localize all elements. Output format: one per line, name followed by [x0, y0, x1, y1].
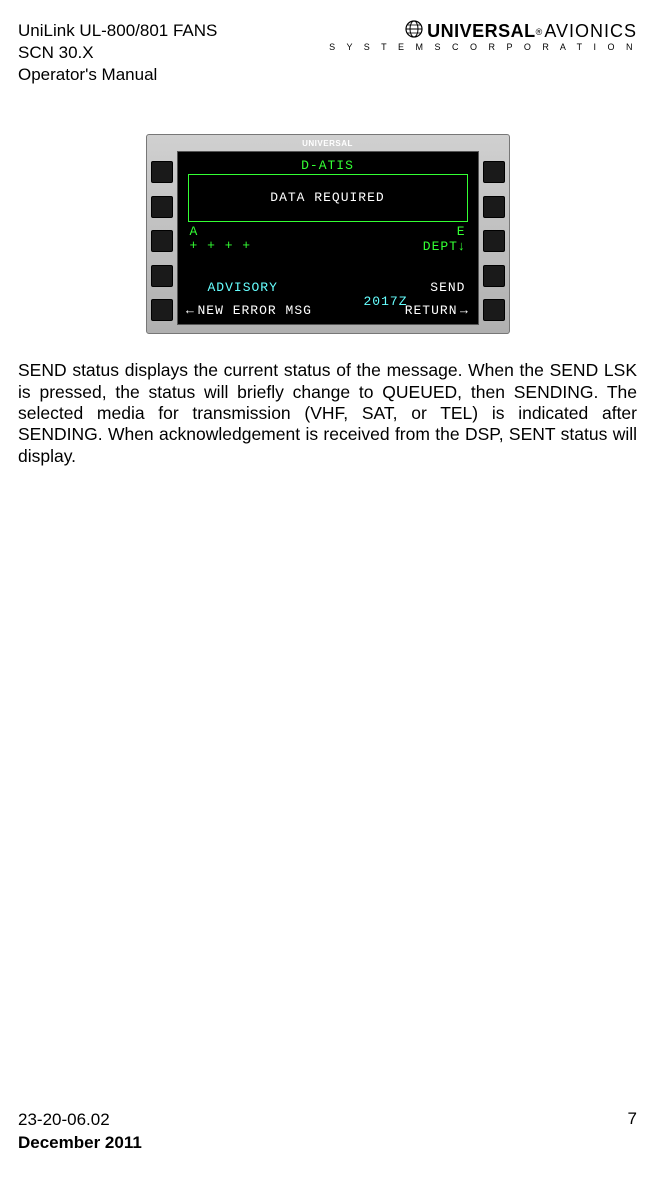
- footer-page-number: 7: [628, 1109, 637, 1155]
- body-paragraph: SEND status displays the current status …: [18, 360, 637, 467]
- send-label: SEND: [166, 280, 466, 295]
- screen-title: D-ATIS: [178, 158, 478, 173]
- header-left: UniLink UL-800/801 FANS SCN 30.X Operato…: [18, 20, 217, 86]
- logo-brand: UNIVERSAL: [427, 21, 536, 42]
- dept-label: DEPT↓: [166, 238, 466, 254]
- box-text: DATA REQUIRED: [178, 190, 478, 205]
- logo-tagline: S Y S T E M S C O R P O R A T I O N: [329, 42, 637, 52]
- page-footer: 23-20-06.02 December 2011 7: [18, 1109, 637, 1155]
- cdu-screen: D-ATIS DATA REQUIRED A E + + + + DEPT↓ A…: [177, 151, 479, 325]
- header-line-1: UniLink UL-800/801 FANS: [18, 20, 217, 42]
- footer-date: December 2011: [18, 1132, 142, 1155]
- header-line-3: Operator's Manual: [18, 64, 217, 86]
- footer-doc-number: 23-20-06.02: [18, 1109, 142, 1132]
- logo-registered: ®: [536, 27, 543, 37]
- lsk-r1[interactable]: [483, 161, 505, 183]
- lsk-r5[interactable]: [483, 299, 505, 321]
- device-brand-label: UNIVERSAL: [147, 135, 509, 151]
- globe-icon: [405, 20, 423, 43]
- return-label: RETURN→: [172, 302, 472, 318]
- lsk-l1[interactable]: [151, 161, 173, 183]
- header-line-2: SCN 30.X: [18, 42, 217, 64]
- lsk-l2[interactable]: [151, 196, 173, 218]
- header-logo: UNIVERSAL® AVIONICS S Y S T E M S C O R …: [329, 20, 637, 52]
- logo-suffix: AVIONICS: [544, 21, 637, 42]
- page-header: UniLink UL-800/801 FANS SCN 30.X Operato…: [18, 20, 637, 86]
- avionics-display: UNIVERSAL D-ATIS DATA REQUIRED A E + + +…: [146, 134, 510, 334]
- label-e: E: [166, 224, 466, 239]
- lsk-r2[interactable]: [483, 196, 505, 218]
